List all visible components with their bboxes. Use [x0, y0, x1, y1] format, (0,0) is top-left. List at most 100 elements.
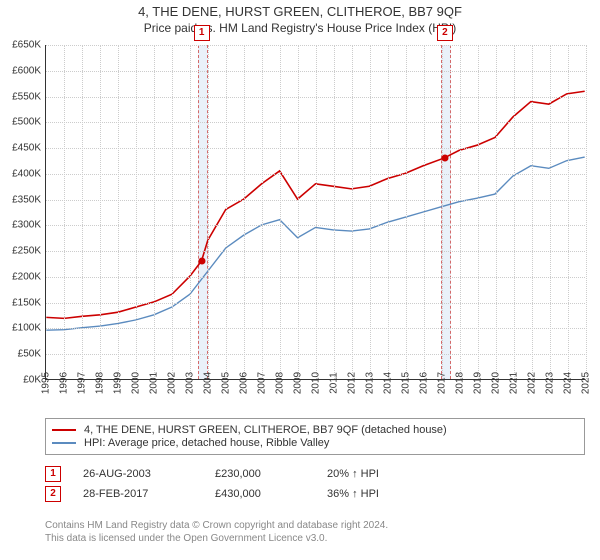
grid-line-v	[136, 45, 137, 379]
grid-line-v	[442, 45, 443, 379]
y-tick-label: £300K	[1, 220, 41, 231]
x-tick-label: 2025	[581, 372, 592, 394]
legend-swatch	[52, 442, 76, 444]
x-tick-label: 2023	[545, 372, 556, 394]
x-tick-label: 2014	[383, 372, 394, 394]
grid-line-v	[208, 45, 209, 379]
grid-line-v	[514, 45, 515, 379]
grid-line-v	[64, 45, 65, 379]
event-price: £230,000	[215, 468, 305, 480]
event-date: 28-FEB-2017	[83, 488, 193, 500]
x-tick-label: 2012	[347, 372, 358, 394]
legend-item: 4, THE DENE, HURST GREEN, CLITHEROE, BB7…	[52, 424, 578, 436]
y-tick-label: £400K	[1, 168, 41, 179]
event-dot	[441, 155, 448, 162]
grid-line-v	[460, 45, 461, 379]
legend-item: HPI: Average price, detached house, Ribb…	[52, 437, 578, 449]
x-tick-label: 2021	[509, 372, 520, 394]
grid-line-v	[190, 45, 191, 379]
grid-line-v	[532, 45, 533, 379]
footer-line-1: Contains HM Land Registry data © Crown c…	[45, 520, 585, 533]
grid-line-v	[388, 45, 389, 379]
x-tick-label: 2005	[221, 372, 232, 394]
y-tick-label: £350K	[1, 194, 41, 205]
x-tick-label: 1995	[41, 372, 52, 394]
legend: 4, THE DENE, HURST GREEN, CLITHEROE, BB7…	[45, 418, 585, 455]
event-number: 2	[45, 486, 61, 502]
x-tick-label: 2008	[275, 372, 286, 394]
plot: £0K£50K£100K£150K£200K£250K£300K£350K£40…	[45, 45, 585, 380]
x-tick-label: 2004	[203, 372, 214, 394]
x-tick-label: 2011	[329, 372, 340, 394]
legend-label: HPI: Average price, detached house, Ribb…	[84, 437, 329, 449]
x-tick-label: 1996	[59, 372, 70, 394]
grid-line-v	[550, 45, 551, 379]
event-number: 1	[45, 466, 61, 482]
y-tick-label: £150K	[1, 297, 41, 308]
event-row: 2 28-FEB-2017 £430,000 36% ↑ HPI	[45, 486, 585, 502]
x-tick-label: 2007	[257, 372, 268, 394]
grid-line-v	[244, 45, 245, 379]
grid-line-v	[100, 45, 101, 379]
x-tick-label: 2001	[149, 372, 160, 394]
grid-line-v	[172, 45, 173, 379]
x-tick-label: 2015	[401, 372, 412, 394]
grid-line-v	[118, 45, 119, 379]
y-tick-label: £500K	[1, 117, 41, 128]
event-delta: 20% ↑ HPI	[327, 468, 417, 480]
footer-line-2: This data is licensed under the Open Gov…	[45, 533, 585, 546]
legend-swatch	[52, 429, 76, 431]
x-tick-label: 2002	[167, 372, 178, 394]
grid-line-v	[280, 45, 281, 379]
event-list: 1 26-AUG-2003 £230,000 20% ↑ HPI 2 28-FEB-201…	[45, 462, 585, 506]
event-dot	[198, 258, 205, 265]
grid-line-v	[316, 45, 317, 379]
event-row: 1 26-AUG-2003 £230,000 20% ↑ HPI	[45, 466, 585, 482]
y-tick-label: £550K	[1, 91, 41, 102]
chart-subtitle: Price paid vs. HM Land Registry's House …	[0, 21, 600, 35]
grid-line-v	[478, 45, 479, 379]
event-price: £430,000	[215, 488, 305, 500]
grid-line-v	[496, 45, 497, 379]
x-tick-label: 2009	[293, 372, 304, 394]
y-tick-label: £650K	[1, 40, 41, 51]
footer: Contains HM Land Registry data © Crown c…	[45, 520, 585, 545]
chart-title: 4, THE DENE, HURST GREEN, CLITHEROE, BB7…	[0, 4, 600, 19]
chart-area: £0K£50K£100K£150K£200K£250K£300K£350K£40…	[45, 45, 585, 380]
x-tick-label: 2019	[473, 372, 484, 394]
chart-container: 4, THE DENE, HURST GREEN, CLITHEROE, BB7…	[0, 0, 600, 560]
y-tick-label: £250K	[1, 246, 41, 257]
grid-line-v	[226, 45, 227, 379]
grid-line-v	[334, 45, 335, 379]
x-tick-label: 2018	[455, 372, 466, 394]
x-tick-label: 1998	[95, 372, 106, 394]
grid-line-v	[154, 45, 155, 379]
grid-line-v	[406, 45, 407, 379]
grid-line-v	[82, 45, 83, 379]
event-marker: 1	[194, 25, 210, 41]
x-tick-label: 2020	[491, 372, 502, 394]
x-tick-label: 2006	[239, 372, 250, 394]
x-tick-label: 2022	[527, 372, 538, 394]
grid-line-v	[568, 45, 569, 379]
event-date: 26-AUG-2003	[83, 468, 193, 480]
event-delta: 36% ↑ HPI	[327, 488, 417, 500]
y-tick-label: £0K	[1, 375, 41, 386]
y-tick-label: £450K	[1, 143, 41, 154]
y-tick-label: £100K	[1, 323, 41, 334]
grid-line-v	[424, 45, 425, 379]
x-tick-label: 2016	[419, 372, 430, 394]
y-tick-label: £200K	[1, 271, 41, 282]
x-tick-label: 1997	[77, 372, 88, 394]
grid-line-v	[370, 45, 371, 379]
x-tick-label: 2000	[131, 372, 142, 394]
title-block: 4, THE DENE, HURST GREEN, CLITHEROE, BB7…	[0, 0, 600, 35]
grid-line-v	[586, 45, 587, 379]
y-tick-label: £600K	[1, 65, 41, 76]
y-tick-label: £50K	[1, 349, 41, 360]
grid-line-v	[352, 45, 353, 379]
grid-line-v	[298, 45, 299, 379]
legend-label: 4, THE DENE, HURST GREEN, CLITHEROE, BB7…	[84, 424, 447, 436]
x-tick-label: 1999	[113, 372, 124, 394]
event-marker: 2	[437, 25, 453, 41]
